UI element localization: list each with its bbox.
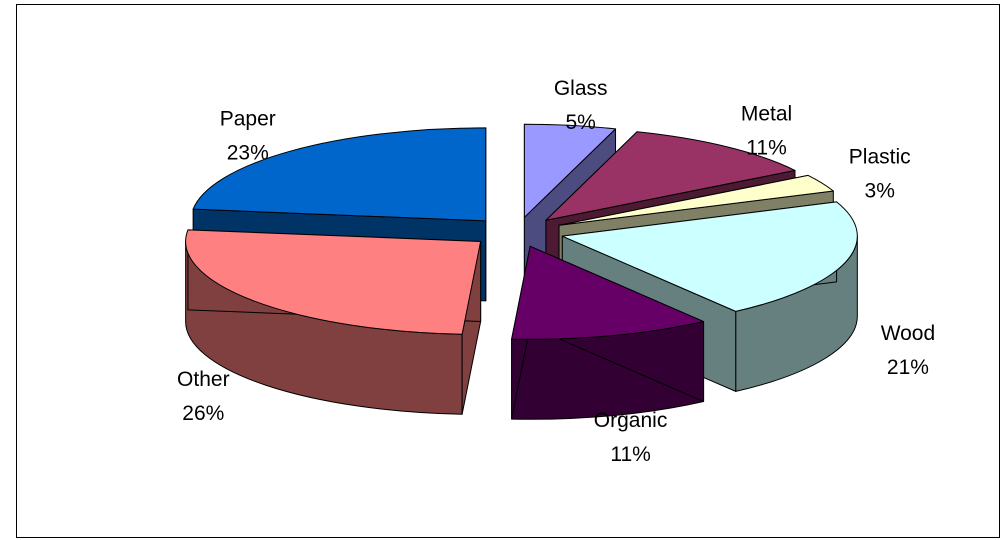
slice-paper [192, 127, 487, 222]
slice-labels: Glass 5% Metal 11% Plastic 3% Wood 21% Organic 11… [177, 77, 935, 466]
slice-label-name: Wood [881, 322, 935, 345]
slice-label-name: Metal [741, 103, 792, 126]
slice-organic [511, 245, 705, 340]
slice-label-percent: 11% [610, 443, 650, 466]
slice-label-name: Plastic [849, 146, 911, 169]
slice-wood [561, 201, 858, 312]
slice-faces [185, 123, 858, 340]
slice-label-percent: 26% [182, 402, 224, 425]
slice-label-percent: 11% [746, 137, 786, 160]
slice-label-percent: 3% [865, 180, 895, 203]
slice-label-name: Organic [594, 409, 668, 432]
slice-label-name: Other [177, 368, 230, 391]
slice-label-percent: 5% [566, 111, 596, 134]
slice-label-wood: Wood 21% [881, 322, 935, 379]
slice-plastic [558, 174, 834, 226]
slice-label-percent: 21% [887, 356, 929, 379]
slice-label-other: Other 26% [177, 368, 230, 425]
slice-metal [545, 131, 796, 221]
slice-other [185, 229, 482, 335]
slice-label-plastic: Plastic 3% [849, 146, 911, 203]
slice-label-paper: Paper 23% [220, 108, 276, 165]
slice-label-glass: Glass 5% [554, 77, 608, 134]
slice-label-percent: 23% [227, 142, 269, 165]
slice-label-name: Glass [554, 77, 608, 100]
slice-label-name: Paper [220, 108, 276, 131]
slice-label-organic: Organic 11% [594, 409, 668, 466]
slice-label-metal: Metal 11% [741, 103, 792, 160]
slice-glass [523, 123, 617, 218]
